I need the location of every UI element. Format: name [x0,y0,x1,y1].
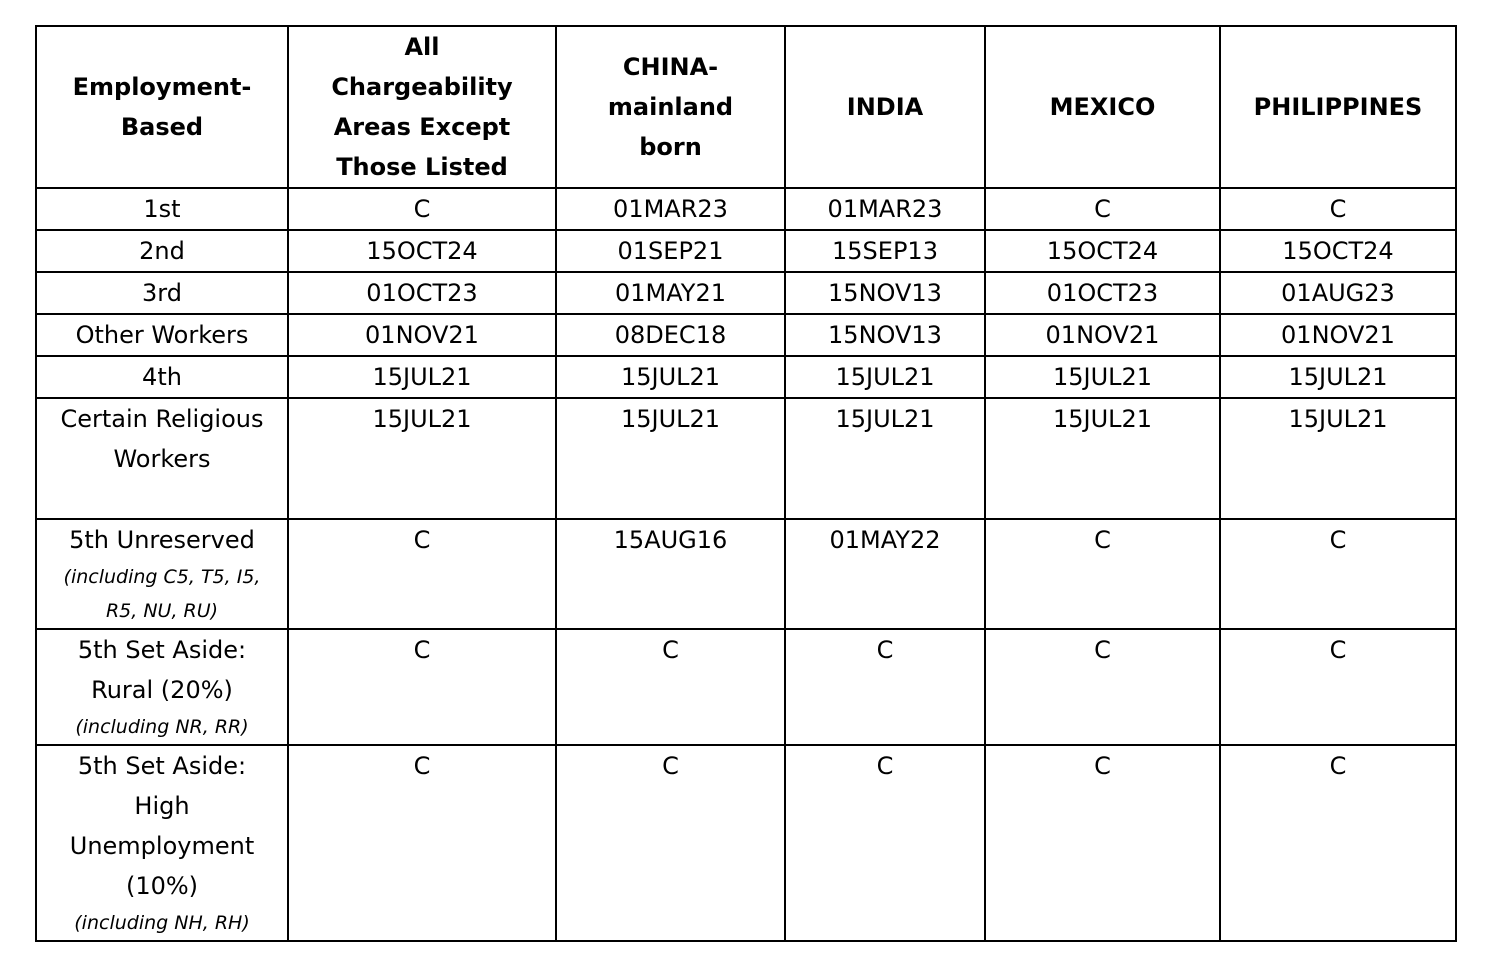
date-cell: 15JUL21 [1219,355,1457,399]
date-cell: 15JUL21 [784,355,986,399]
date-cell: C [1219,518,1457,630]
table-row: 4th 15JUL21 15JUL21 15JUL21 15JUL21 15JUL21 [35,355,1457,399]
date-cell: 01SEP21 [555,229,786,273]
date-cell: 15JUL21 [984,355,1221,399]
date-cell: 15JUL21 [784,397,986,520]
row-category: 1st [35,187,289,231]
row-category: 5th Set Aside: Rural (20%) (including NR,… [35,628,289,746]
table-row: 5th Set Aside: Rural (20%) (including NR,… [35,628,1457,746]
category-label: 5th Unreserved [69,526,255,554]
date-cell: 01MAY22 [784,518,986,630]
table-row: 1st C 01MAR23 01MAR23 C C [35,187,1457,231]
date-cell: C [287,744,557,942]
date-cell: C [287,628,557,746]
header-mexico: MEXICO [984,25,1221,189]
date-cell: 15AUG16 [555,518,786,630]
category-note: (including NH, RH) [74,912,250,934]
date-cell: 01MAY21 [555,271,786,315]
header-employment-based: Employment-Based [35,25,289,189]
table-row: 5th Set Aside: High Unemployment (10%) (i… [35,744,1457,942]
category-label: 5th Set Aside: Rural (20%) [77,636,247,704]
date-cell: C [1219,744,1457,942]
date-cell: 15JUL21 [1219,397,1457,520]
category-note: (including NR, RR) [75,716,249,738]
date-cell: 01NOV21 [287,313,557,357]
category-label: 4th [142,363,182,391]
row-category: 5th Set Aside: High Unemployment (10%) (i… [35,744,289,942]
date-cell: 15JUL21 [287,397,557,520]
header-china: CHINA-mainland born [555,25,786,189]
date-cell: C [784,628,986,746]
header-india: INDIA [784,25,986,189]
table-row: Other Workers 01NOV21 08DEC18 15NOV13 01NOV2… [35,313,1457,357]
date-cell: C [555,744,786,942]
date-cell: 15NOV13 [784,313,986,357]
date-cell: C [984,187,1221,231]
category-note: (including C5, T5, I5, R5, NU, RU) [63,566,261,622]
header-all-chargeability: All Chargeability Areas Except Those Lis… [287,25,557,189]
date-cell: 15JUL21 [555,397,786,520]
table-row: 5th Unreserved (including C5, T5, I5, R5,… [35,518,1457,630]
date-cell: C [555,628,786,746]
date-cell: 15OCT24 [984,229,1221,273]
header-philippines: PHILIPPINES [1219,25,1457,189]
date-cell: C [984,518,1221,630]
table-row: 3rd 01OCT23 01MAY21 15NOV13 01OCT23 01AUG23 [35,271,1457,315]
date-cell: 15OCT24 [1219,229,1457,273]
category-label: 2nd [139,237,185,265]
category-label: Certain Religious Workers [60,405,264,473]
row-category: Certain Religious Workers [35,397,289,520]
visa-bulletin-table: Employment-Based All Chargeability Areas… [35,25,1457,942]
category-label: 1st [143,195,181,223]
table-row: Certain Religious Workers 15JUL21 15JUL21 1… [35,397,1457,520]
date-cell: 01AUG23 [1219,271,1457,315]
row-category: 3rd [35,271,289,315]
row-category: 4th [35,355,289,399]
date-cell: 01OCT23 [984,271,1221,315]
date-cell: 08DEC18 [555,313,786,357]
date-cell: 15NOV13 [784,271,986,315]
date-cell: C [784,744,986,942]
header-row: Employment-Based All Chargeability Areas… [35,25,1457,189]
row-category: 2nd [35,229,289,273]
date-cell: 01MAR23 [555,187,786,231]
date-cell: 15SEP13 [784,229,986,273]
date-cell: 01MAR23 [784,187,986,231]
row-category: Other Workers [35,313,289,357]
date-cell: 01NOV21 [984,313,1221,357]
date-cell: 15JUL21 [984,397,1221,520]
category-label: 5th Set Aside: High Unemployment (10%) [69,752,255,900]
date-cell: C [1219,187,1457,231]
table-row: 2nd 15OCT24 01SEP21 15SEP13 15OCT24 15OCT24 [35,229,1457,273]
date-cell: 01NOV21 [1219,313,1457,357]
date-cell: C [287,518,557,630]
date-cell: 15JUL21 [555,355,786,399]
category-label: 3rd [142,279,182,307]
category-label: Other Workers [75,321,249,349]
row-category: 5th Unreserved (including C5, T5, I5, R5,… [35,518,289,630]
date-cell: 15JUL21 [287,355,557,399]
date-cell: C [287,187,557,231]
date-cell: C [1219,628,1457,746]
date-cell: 15OCT24 [287,229,557,273]
date-cell: C [984,628,1221,746]
date-cell: 01OCT23 [287,271,557,315]
date-cell: C [984,744,1221,942]
